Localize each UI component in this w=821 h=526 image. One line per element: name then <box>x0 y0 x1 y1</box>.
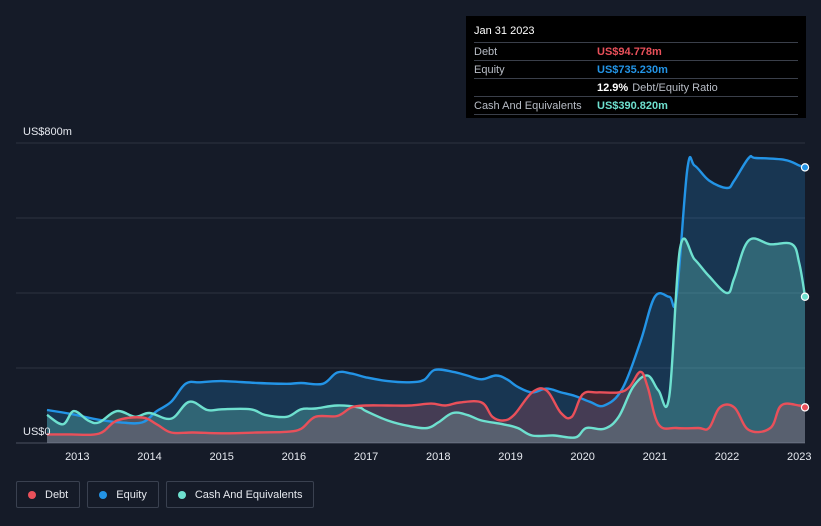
equity-dot-icon <box>99 490 108 499</box>
tooltip-cash-label: Cash And Equivalents <box>474 99 582 112</box>
x-tick-2020: 2020 <box>570 451 594 463</box>
legend: Debt Equity Cash And Equivalents <box>16 481 315 510</box>
legend-item-equity[interactable]: Equity <box>87 481 159 508</box>
legend-label-cash: Cash And Equivalents <box>194 488 303 501</box>
series-endpoints <box>800 163 810 412</box>
x-axis-ticks: 2013 2014 2015 2016 2017 2018 2019 2020 2021 2022… <box>65 451 811 463</box>
y-label-top: US$800m <box>23 126 72 138</box>
tooltip-divider <box>474 114 798 116</box>
debt-dot-icon <box>28 490 36 499</box>
tooltip-panel: Jan 31 2023 Debt US$94.778m Equity US$73… <box>466 16 806 118</box>
grid-lines <box>16 142 805 444</box>
series-areas <box>47 156 805 443</box>
line-debt <box>46 370 806 437</box>
tooltip-row-debt: Debt US$94.778m <box>474 42 798 60</box>
endpoint-debt <box>800 403 810 412</box>
x-tick-2013: 2013 <box>65 451 89 463</box>
endpoint-equity <box>800 163 810 172</box>
tooltip-equity-label: Equity <box>474 63 505 76</box>
legend-label-debt: Debt <box>45 488 69 501</box>
legend-item-debt[interactable]: Debt <box>16 481 81 508</box>
tooltip-equity-value: US$735.230m <box>597 63 668 76</box>
legend-label-equity: Equity <box>116 488 147 501</box>
tooltip-row-cash: Cash And Equivalents US$390.820m <box>474 96 798 114</box>
tooltip-row-ratio: 12.9% Debt/Equity Ratio <box>474 78 798 96</box>
line-equity <box>46 154 806 425</box>
line-cash-and-equivalents <box>46 237 807 439</box>
tooltip-row-equity: Equity US$735.230m <box>474 60 798 78</box>
y-label-bottom: US$0 <box>23 426 51 438</box>
legend-item-cash[interactable]: Cash And Equivalents <box>165 481 315 508</box>
area-debt <box>47 371 805 443</box>
tooltip-debt-value: US$94.778m <box>597 45 662 58</box>
tooltip-cash-value: US$390.820m <box>597 99 668 112</box>
x-tick-2014: 2014 <box>137 451 161 463</box>
tooltip-debt-label: Debt <box>474 45 498 58</box>
tooltip-ratio-caption: Debt/Equity Ratio <box>632 81 718 94</box>
x-tick-2021: 2021 <box>643 451 667 463</box>
x-tick-2017: 2017 <box>354 451 378 463</box>
x-tick-2019: 2019 <box>498 451 522 463</box>
x-tick-2018: 2018 <box>426 451 450 463</box>
tooltip-date: Jan 31 2023 <box>474 25 535 37</box>
cash-dot-icon <box>177 490 186 499</box>
x-tick-2023: 2023 <box>787 451 811 463</box>
x-tick-2015: 2015 <box>209 451 233 463</box>
x-tick-2022: 2022 <box>715 451 739 463</box>
series-lines <box>46 154 807 439</box>
endpoint-cash-and-equivalents <box>800 292 810 301</box>
x-tick-2016: 2016 <box>282 451 306 463</box>
tooltip-ratio-value: 12.9% <box>597 81 629 94</box>
